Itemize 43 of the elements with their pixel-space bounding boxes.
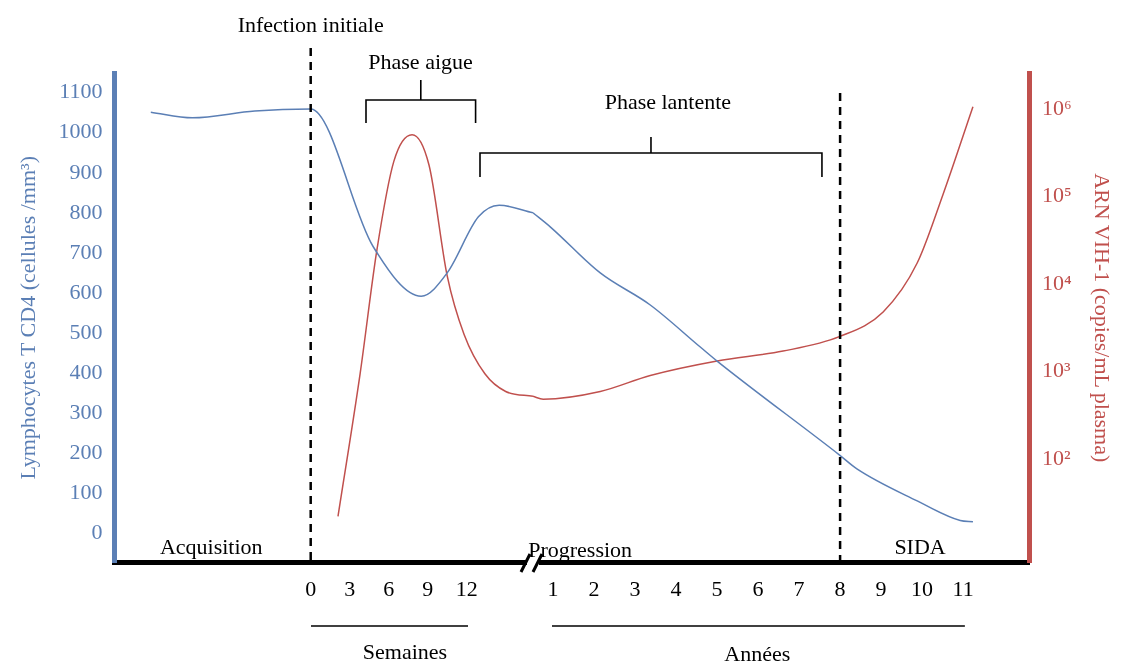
x-tick-label: 6 [383,575,395,601]
y-tick-label: 1100 [59,78,103,104]
y-tick-label: 400 [69,358,103,384]
annotation: SIDA [894,534,946,560]
ref-line-label: Infection initiale [237,12,384,38]
y-tick-label: 800 [69,198,103,224]
y2-axis-title: ARN VIH-1 (copies/mL plasma) [1090,173,1116,463]
text: Années [724,641,791,667]
y2-tick-label: 10³ [1041,357,1071,383]
x-tick-label: 3 [344,575,356,601]
annotation: Phase aigue [368,49,473,75]
y-tick-label: 600 [69,278,103,304]
y-tick-label: 700 [69,238,103,264]
annotation: Acquisition [159,534,263,560]
y-tick-label: 500 [69,318,103,344]
y-tick-label: 1000 [58,118,103,144]
y-tick-label: 300 [69,398,103,424]
x-tick-label: 3 [629,575,641,601]
y2-tick-label: 10² [1041,444,1071,470]
x-tick-label: 6 [752,575,764,601]
x-tick-label: 0 [305,575,317,601]
x-tick-label: 7 [793,575,805,601]
x-tick-label: 5 [711,575,723,601]
annotation: Progression [528,537,633,563]
y-tick-label: 100 [69,479,103,505]
text: Semaines [362,639,448,665]
x-tick-label: 9 [875,575,887,601]
y-tick-label: 200 [69,439,103,464]
annotation: Phase lantente [604,89,732,115]
x-tick-label: 8 [834,575,846,601]
y-axis-title: Lymphocytes T CD4 (cellules /mm³) [14,156,40,480]
y-tick-label: 0 [91,519,103,545]
y-tick-label: 900 [69,158,103,184]
x-tick-label: 9 [422,575,434,601]
x-tick-label: 10 [911,575,934,601]
y2-tick-label: 10⁵ [1041,182,1072,208]
x-tick-label: 11 [952,575,974,601]
x-tick-label: 12 [455,575,478,601]
y2-tick-label: 10⁴ [1041,269,1072,295]
x-tick-label: 4 [670,575,682,601]
x-tick-label: 1 [547,575,559,601]
x-tick-label: 2 [588,575,600,601]
y2-tick-label: 10⁶ [1041,95,1072,121]
